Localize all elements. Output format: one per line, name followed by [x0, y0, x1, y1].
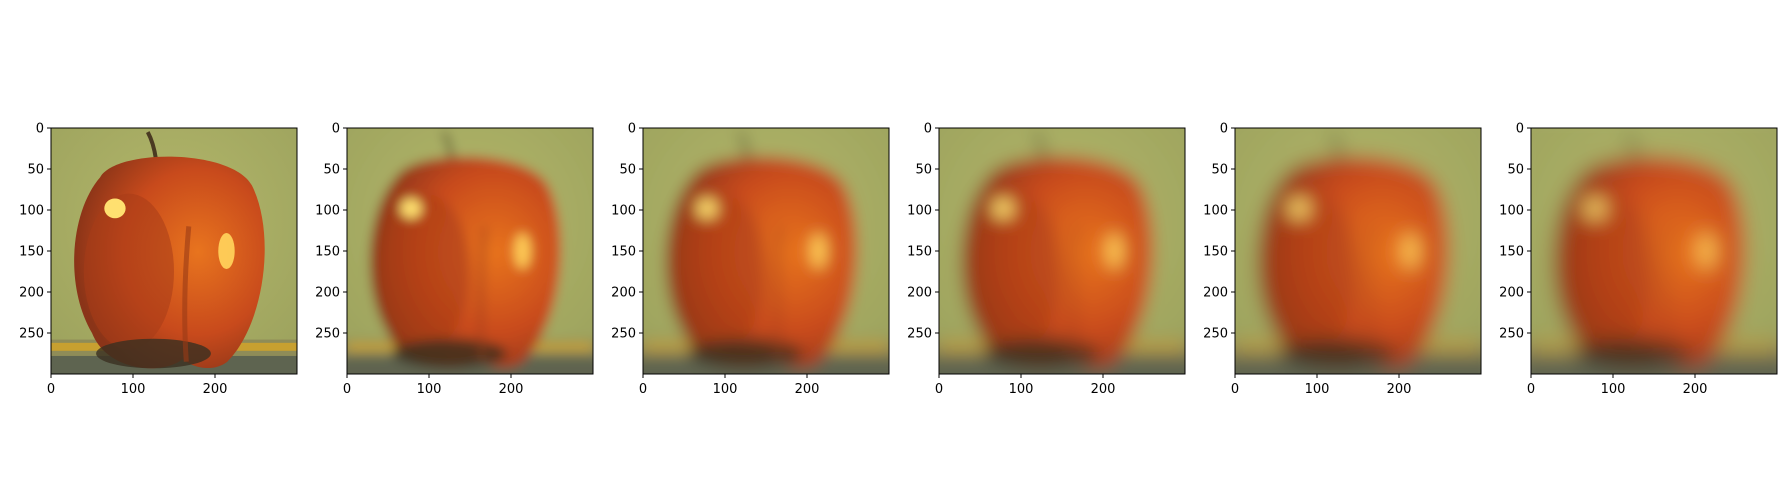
y-tick-label: 200 — [907, 286, 932, 301]
y-tick-label: 250 — [19, 327, 44, 342]
x-tick-label: 100 — [713, 382, 738, 397]
x-tick-label: 100 — [417, 382, 442, 397]
apple-blurred-level-3 — [939, 128, 1185, 374]
image-panel — [643, 128, 889, 374]
x-tick-label: 200 — [1683, 382, 1708, 397]
y-tick-label: 100 — [611, 204, 636, 219]
y-tick-label: 150 — [19, 245, 44, 260]
image-panel — [51, 128, 297, 374]
x-tick-label: 0 — [1527, 382, 1535, 397]
y-tick-label: 200 — [19, 286, 44, 301]
apple-original — [51, 128, 297, 374]
x-tick-label: 100 — [1305, 382, 1330, 397]
y-tick-label: 0 — [628, 122, 636, 137]
y-tick-label: 50 — [27, 163, 44, 178]
y-tick-label: 150 — [907, 245, 932, 260]
image-panel — [1531, 128, 1777, 374]
y-tick-label: 50 — [915, 163, 932, 178]
y-tick-label: 0 — [924, 122, 932, 137]
y-tick-label: 150 — [611, 245, 636, 260]
y-tick-label: 100 — [19, 204, 44, 219]
x-tick-label: 200 — [499, 382, 524, 397]
y-tick-label: 50 — [619, 163, 636, 178]
x-tick-label: 100 — [1009, 382, 1034, 397]
y-tick-label: 150 — [315, 245, 340, 260]
y-tick-label: 50 — [323, 163, 340, 178]
y-tick-label: 0 — [36, 122, 44, 137]
y-tick-label: 100 — [1499, 204, 1524, 219]
image-panel — [1235, 128, 1481, 374]
y-tick-label: 50 — [1211, 163, 1228, 178]
panels-group: 0 100 200 0 50 100 150 200 250 0 100 200 0 50 100 150 20… — [19, 122, 1778, 397]
x-tick-label: 0 — [1231, 382, 1239, 397]
x-tick-label: 200 — [203, 382, 228, 397]
y-tick-label: 200 — [1499, 286, 1524, 301]
x-tick-label: 0 — [343, 382, 351, 397]
y-tick-label: 50 — [1507, 163, 1524, 178]
image-panel — [347, 128, 593, 374]
y-tick-label: 100 — [1203, 204, 1228, 219]
y-tick-label: 200 — [315, 286, 340, 301]
y-tick-label: 0 — [332, 122, 340, 137]
y-tick-label: 150 — [1203, 245, 1228, 260]
x-tick-label: 100 — [1601, 382, 1626, 397]
y-tick-label: 0 — [1220, 122, 1228, 137]
x-tick-label: 200 — [1387, 382, 1412, 397]
y-tick-label: 250 — [1203, 327, 1228, 342]
y-tick-label: 250 — [611, 327, 636, 342]
y-tick-label: 250 — [315, 327, 340, 342]
y-tick-label: 0 — [1516, 122, 1524, 137]
x-tick-label: 200 — [795, 382, 820, 397]
x-tick-label: 0 — [639, 382, 647, 397]
apple-blurred-level-1 — [347, 128, 593, 374]
y-tick-label: 100 — [315, 204, 340, 219]
apple-blurred-level-4 — [1235, 128, 1481, 374]
x-tick-label: 200 — [1091, 382, 1116, 397]
image-panel — [939, 128, 1185, 374]
x-tick-label: 0 — [935, 382, 943, 397]
x-tick-label: 0 — [47, 382, 55, 397]
y-tick-label: 200 — [1203, 286, 1228, 301]
y-tick-label: 250 — [1499, 327, 1524, 342]
y-tick-label: 100 — [907, 204, 932, 219]
y-tick-label: 250 — [907, 327, 932, 342]
x-tick-label: 100 — [121, 382, 146, 397]
y-tick-label: 150 — [1499, 245, 1524, 260]
apple-blurred-level-2 — [643, 128, 889, 374]
y-tick-label: 200 — [611, 286, 636, 301]
apple-blurred-level-5 — [1531, 128, 1777, 374]
